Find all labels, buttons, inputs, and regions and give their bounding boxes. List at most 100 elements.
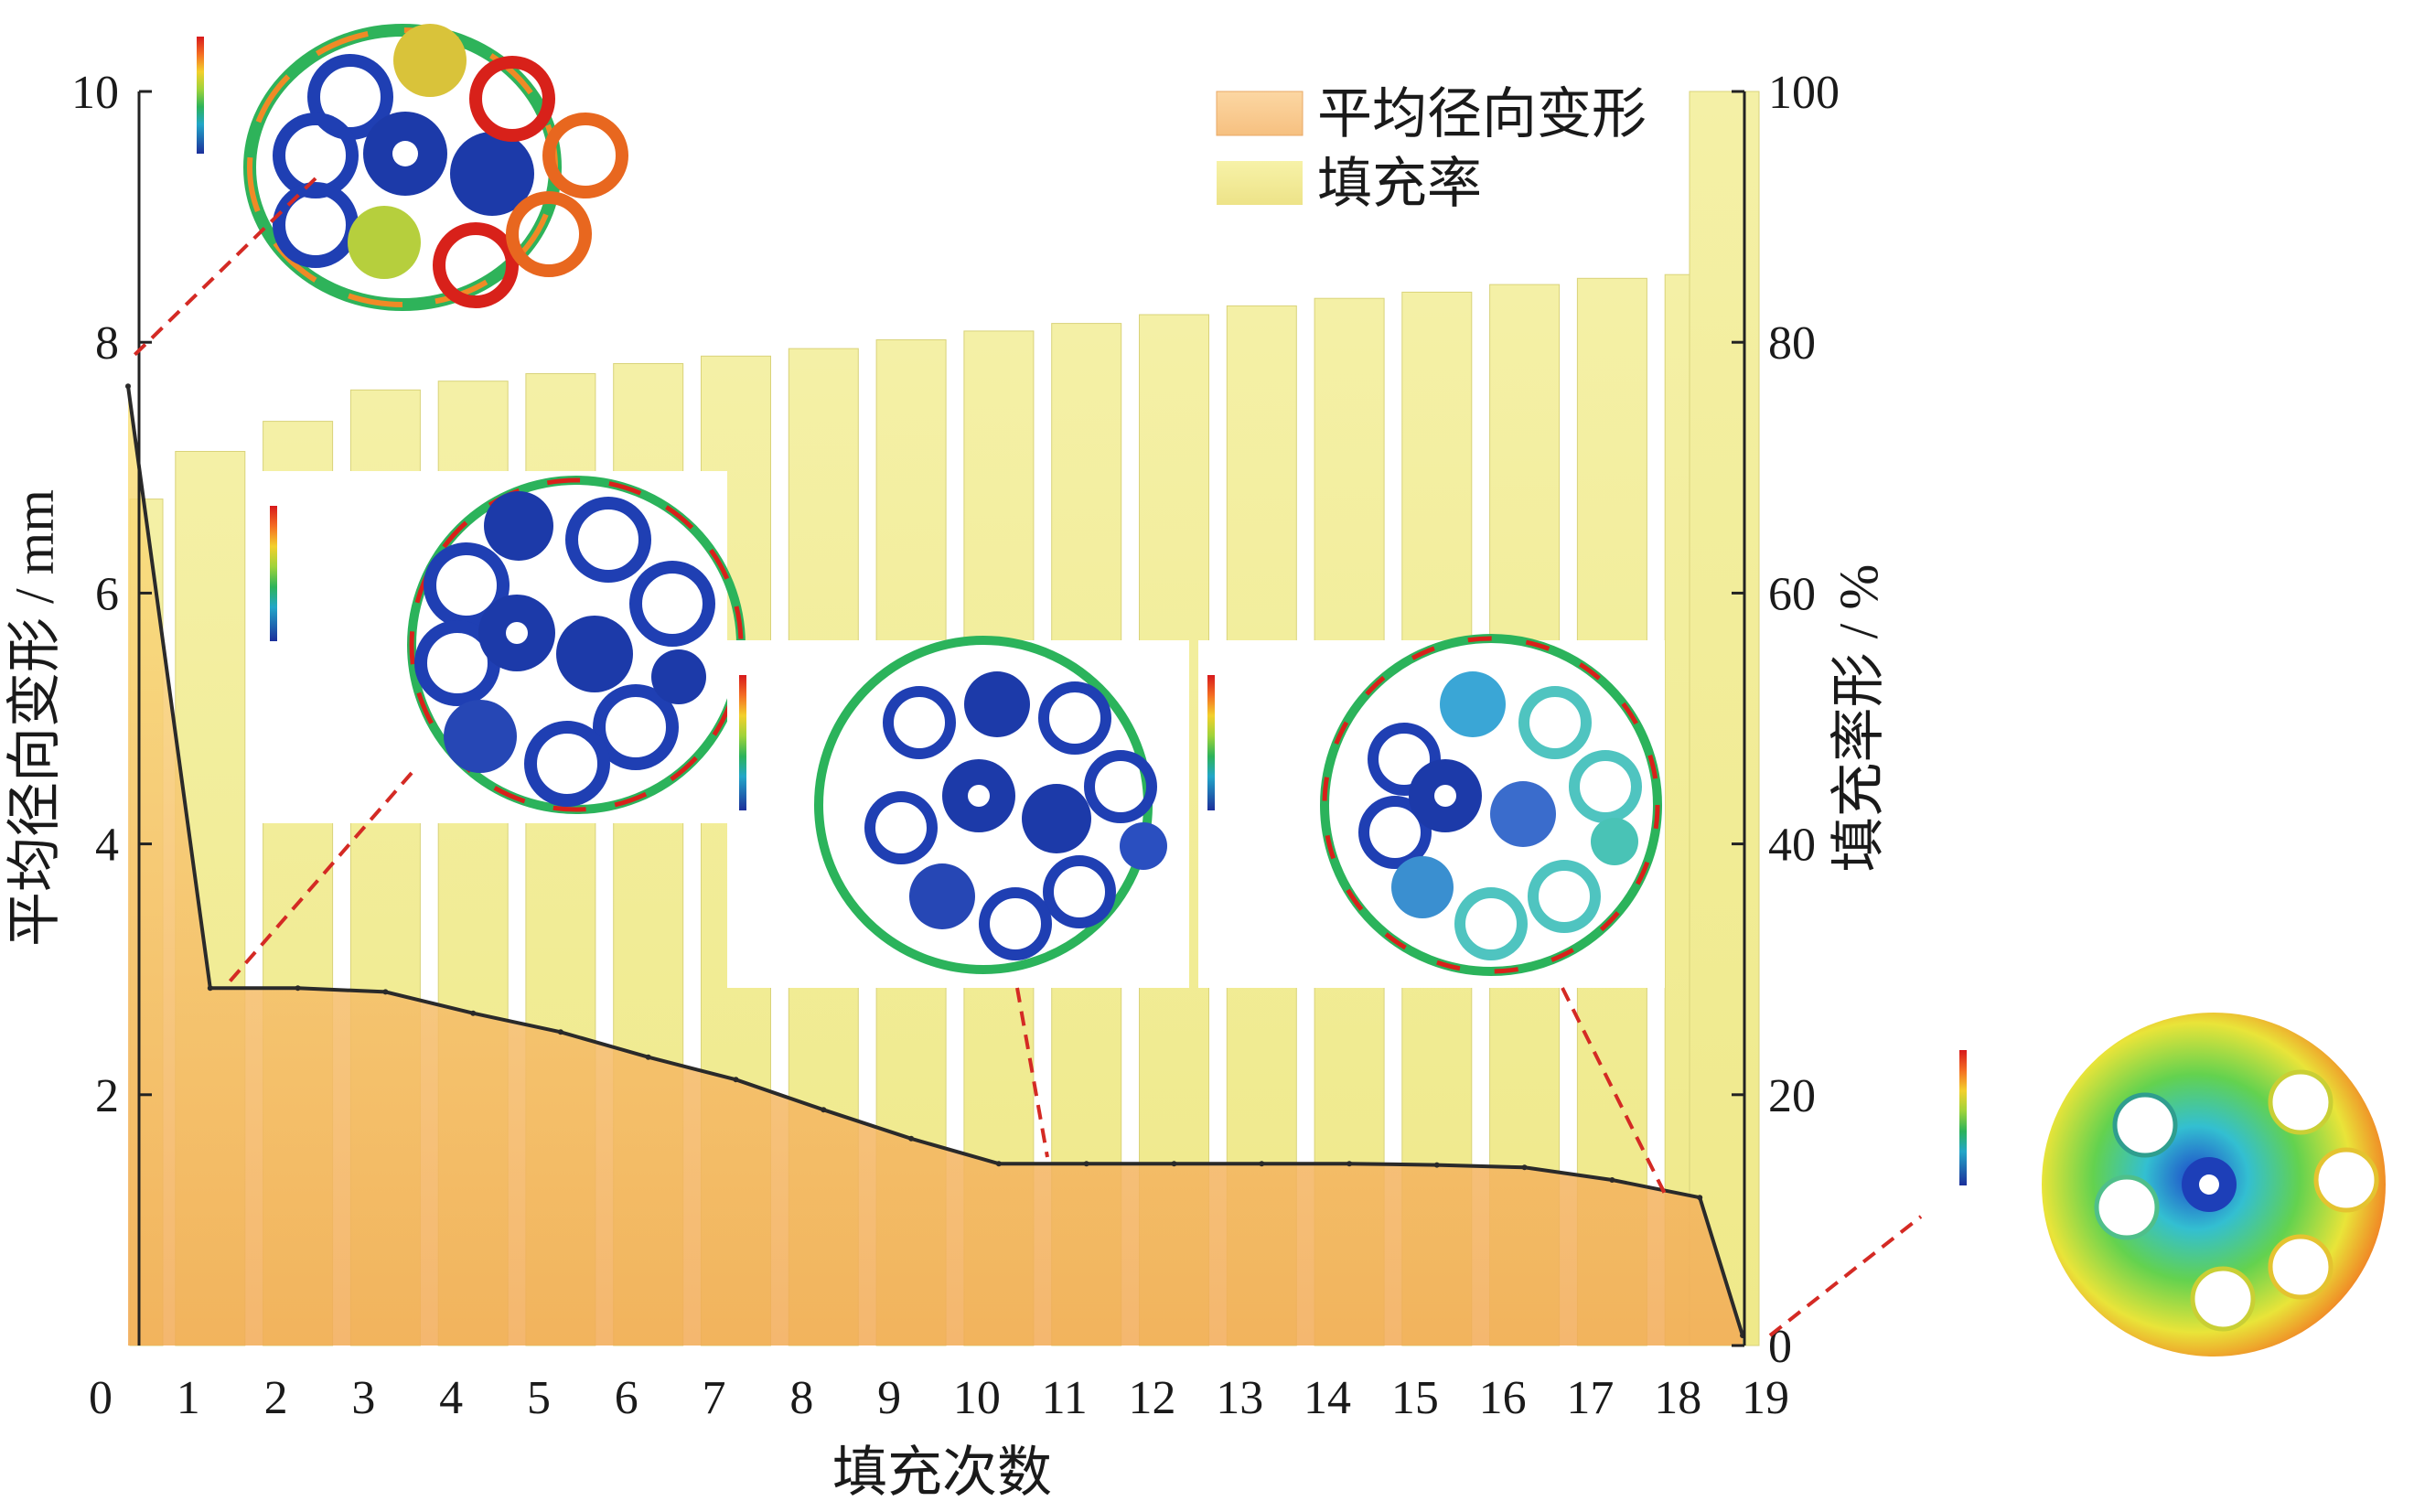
x-tick-label: 6 [615, 1372, 638, 1424]
deformation-point [1259, 1161, 1265, 1167]
deformation-point [1171, 1161, 1177, 1167]
deformation-point [1346, 1161, 1353, 1167]
right-tick-label: 20 [1768, 1070, 1816, 1122]
fill-rate-bar [1689, 91, 1760, 1346]
inset-fill-0-tube [433, 222, 519, 308]
x-axis-title: 填充次数 [832, 1442, 1052, 1503]
inset-fill-11-tube [1043, 855, 1116, 928]
inset-fill-11-scale [739, 675, 746, 810]
inset-fill-1-tube [629, 561, 715, 647]
inset-fill-0 [197, 24, 628, 311]
x-tick-label: 17 [1566, 1372, 1614, 1424]
x-tick-label: 8 [789, 1372, 813, 1424]
inset-fill-18-boundary-red [1322, 636, 1660, 974]
deformation-area [125, 383, 1745, 1346]
inset-fill-0-scale [197, 37, 204, 154]
legend-swatch-deformation [1216, 91, 1304, 136]
legend-label-fill-rate: 填充率 [1317, 154, 1482, 214]
left-tick-label: 10 [71, 67, 119, 119]
inset-fill-11-tube [864, 791, 938, 864]
inset-fill-1-core [651, 649, 706, 704]
deformation-point [908, 1135, 915, 1142]
deformation-point [1083, 1161, 1089, 1167]
inset-fill-0-tube [469, 56, 555, 142]
inset-fill-18-tube [1528, 860, 1601, 933]
deformation-point [1609, 1177, 1615, 1183]
inset-fill-1-core [444, 700, 517, 773]
legend-swatch-fill-rate [1217, 161, 1303, 205]
inset-fill-1-core-hole [506, 622, 528, 644]
inset-fill-18-leader [1561, 987, 1667, 1195]
inset-fill-18-core [1391, 856, 1454, 918]
left-axis-title: 平均径向变形 / mm [5, 489, 65, 947]
x-tick-label: 15 [1391, 1372, 1439, 1424]
deformation-point [295, 985, 301, 992]
inset-fill-0-cable [393, 24, 467, 97]
x-tick-label: 2 [264, 1372, 288, 1424]
inset-fill-18-tube [1368, 723, 1441, 796]
right-tick-label: 60 [1768, 568, 1816, 620]
left-tick-label: 6 [95, 568, 119, 620]
inset-fill-1-core [556, 616, 633, 692]
inset-fill-18-tube [1358, 796, 1432, 869]
inset-fill-18-tube [1569, 750, 1642, 823]
inset-fill-1-tube [593, 684, 679, 770]
left-tick-label: 2 [95, 1070, 119, 1122]
x-tick-label: 0 [89, 1372, 113, 1424]
inset-fill-0-leader [131, 177, 317, 359]
deformation-point [470, 1010, 477, 1016]
x-tick-label: 14 [1304, 1372, 1351, 1424]
right-tick-label: 80 [1768, 317, 1816, 370]
inset-fill-0-cable [348, 206, 421, 279]
inset-fill-11-tube [979, 887, 1052, 960]
inset-fill-11-tube [883, 686, 956, 759]
axes [137, 91, 1746, 1346]
inset-fill-1-tube [524, 721, 610, 807]
inset-fill-0-core [450, 132, 534, 216]
x-tick-label: 7 [703, 1372, 726, 1424]
inset-fill-19-tube [2112, 1092, 2178, 1158]
x-tick-label: 13 [1216, 1372, 1263, 1424]
inset-fill-18-core [1490, 781, 1556, 847]
inset-fill-18-tube [1518, 686, 1592, 759]
inset-fill-11-core [909, 863, 975, 929]
inset-fill-18 [1198, 634, 1665, 988]
inset-fill-19 [1959, 1013, 2386, 1357]
x-tick-label: 5 [527, 1372, 551, 1424]
right-axis-title: 填充率形 / % [1829, 564, 1889, 873]
inset-fill-18-scale [1207, 675, 1215, 810]
x-tick-label: 1 [177, 1372, 200, 1424]
right-tick-label: 100 [1768, 67, 1840, 119]
inset-fill-11-leader [1015, 987, 1049, 1158]
inset-fill-0-tube [506, 191, 592, 277]
deformation-line [126, 385, 1744, 1336]
inset-fill-1-core [484, 491, 553, 561]
x-tick-label: 3 [351, 1372, 375, 1424]
inset-fill-19-tube [2190, 1266, 2256, 1332]
inset-fill-19-tube [2313, 1147, 2379, 1213]
legend: 平均径向变形 填充率 [1216, 84, 1647, 214]
inset-fill-1-tube [565, 497, 651, 583]
inset-fill-18-tube [1454, 887, 1528, 960]
x-tick-label: 19 [1742, 1372, 1789, 1424]
x-tick-label: 16 [1479, 1372, 1527, 1424]
x-tick-label: 18 [1654, 1372, 1701, 1424]
inset-fill-11-tube [1084, 750, 1157, 823]
x-tick-label: 11 [1042, 1372, 1088, 1424]
right-tick-label: 40 [1768, 820, 1816, 872]
inset-fill-19-tube [2268, 1234, 2334, 1300]
inset-fill-11 [727, 636, 1189, 988]
x-tick-label: 10 [953, 1372, 1001, 1424]
inset-fill-11-core [1120, 822, 1167, 870]
x-tick-label: 4 [439, 1372, 463, 1424]
inset-fill-19-leader [1768, 1215, 1923, 1337]
deformation-point [1521, 1164, 1528, 1171]
deformation-point [821, 1107, 827, 1113]
inset-fill-11-tube [1038, 681, 1111, 755]
inset-fill-18-core [1591, 818, 1638, 865]
inset-fill-19-core-hole [2199, 1174, 2219, 1195]
x-tick-label: 9 [877, 1372, 901, 1424]
deformation-point [645, 1054, 651, 1060]
